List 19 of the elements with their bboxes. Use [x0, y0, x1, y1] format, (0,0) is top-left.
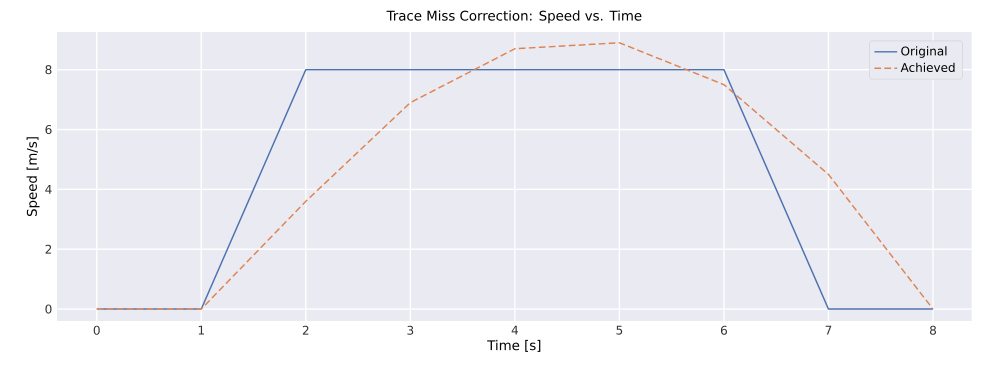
y-tick-label: 4 [45, 184, 52, 194]
y-axis-title: Speed [m/s] [26, 137, 40, 216]
x-tick-label: 5 [616, 326, 622, 335]
x-tick-label: 2 [302, 326, 308, 335]
x-tick-label: 3 [407, 326, 414, 335]
chart-title: Trace Miss Correction: Speed vs. Time [386, 10, 642, 24]
y-tick-label: 2 [46, 244, 52, 254]
x-tick-label: 4 [512, 326, 518, 334]
x-tick-label: 0 [94, 326, 100, 335]
y-tick-label: 6 [45, 124, 52, 134]
legend-label: Original [901, 46, 946, 58]
x-axis-title: Time [s] [487, 340, 540, 352]
x-tick-label: 1 [198, 326, 204, 334]
y-tick-label: 0 [45, 304, 52, 314]
x-tick-label: 8 [930, 326, 936, 335]
legend-label: Achieved [900, 62, 955, 72]
y-tick-label: 8 [45, 65, 52, 74]
x-tick-label: 7 [826, 326, 832, 334]
x-tick-label: 6 [720, 326, 727, 335]
